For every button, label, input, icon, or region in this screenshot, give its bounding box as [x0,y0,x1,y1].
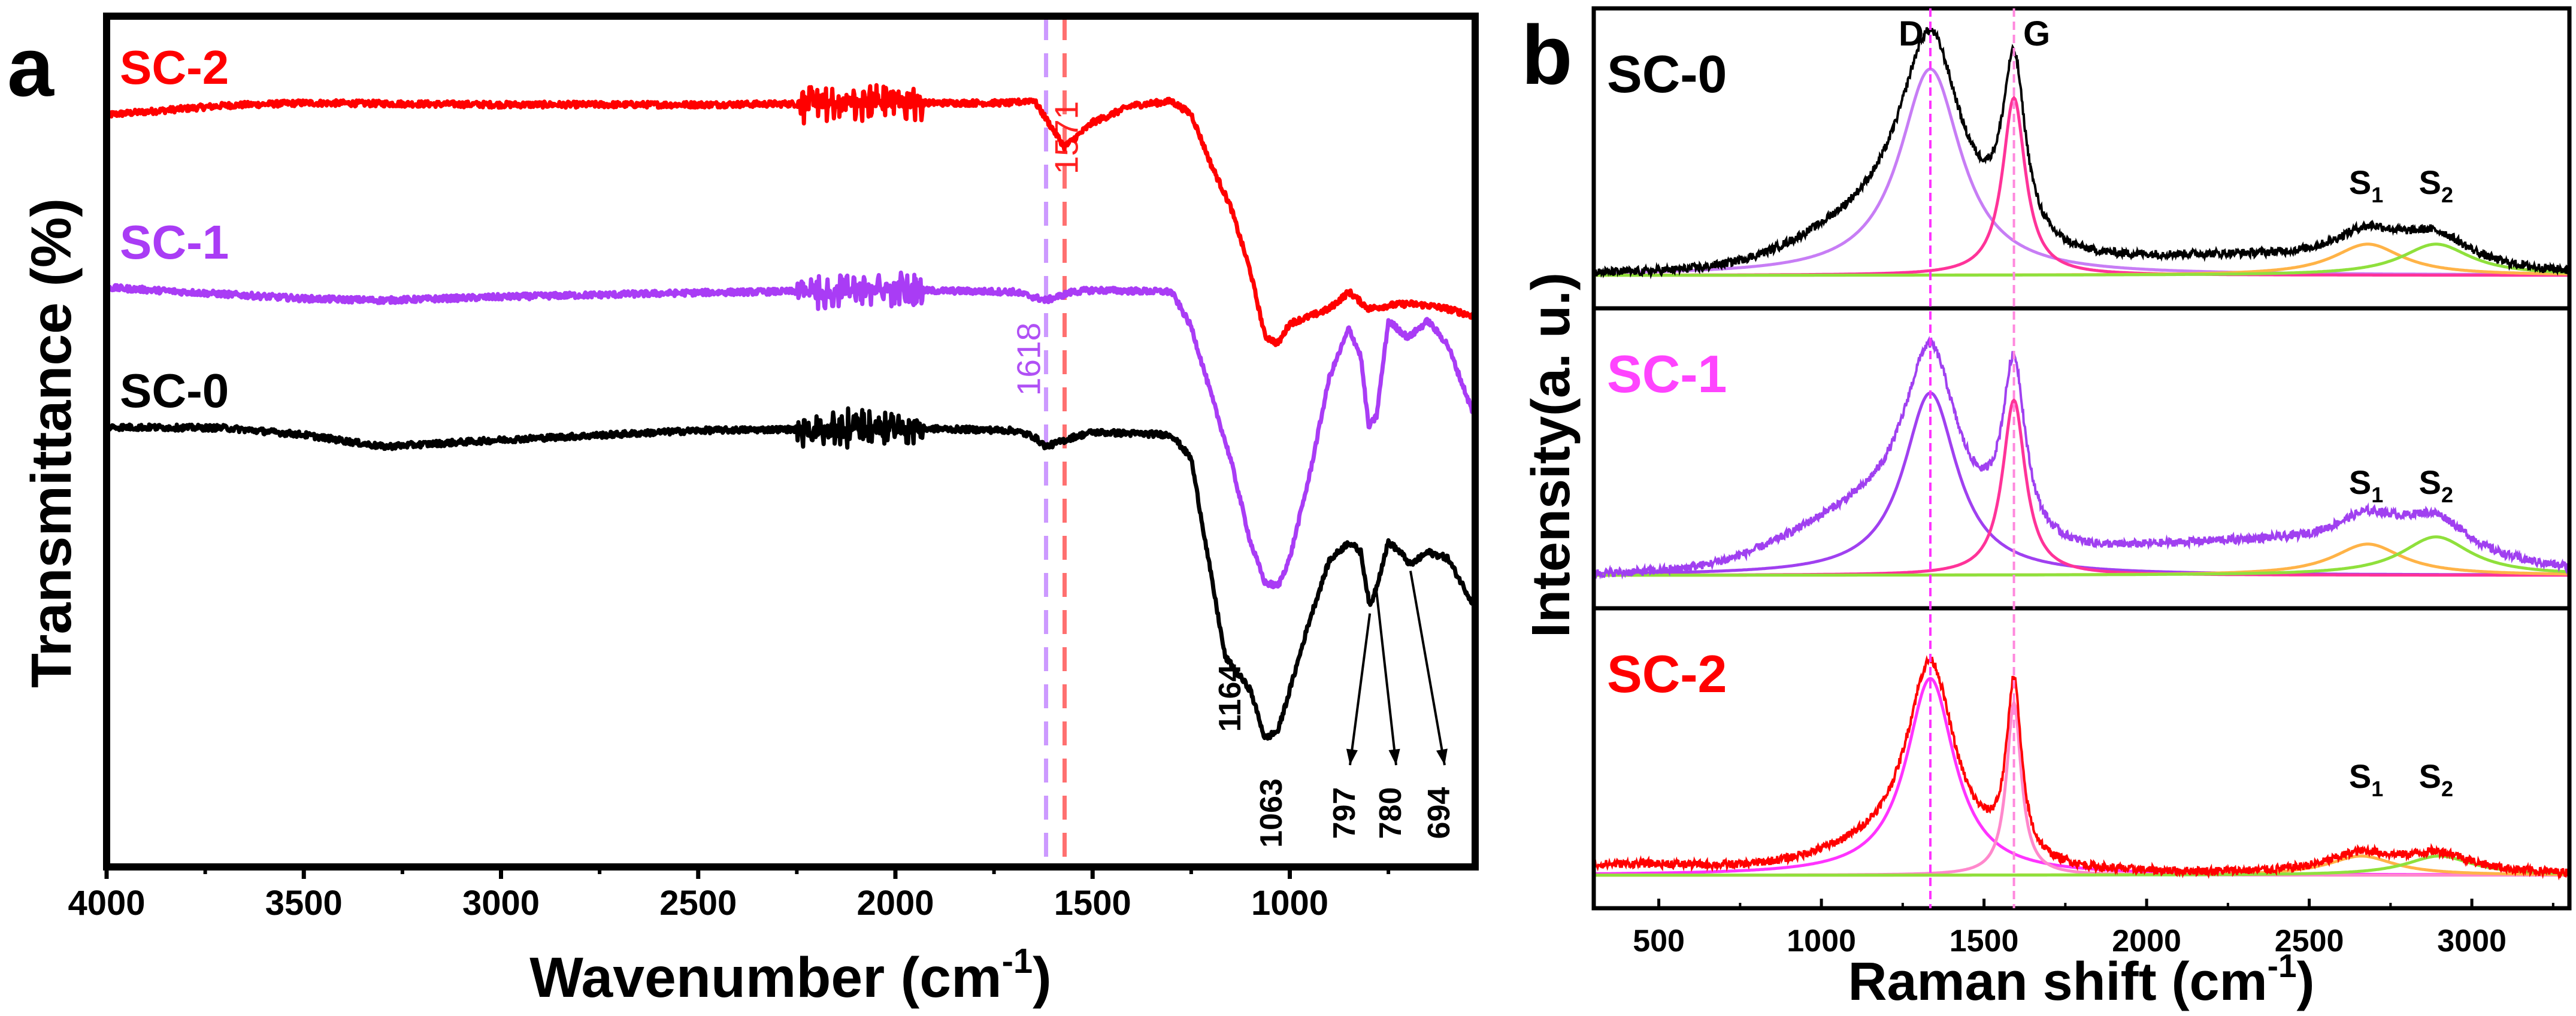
measured-spectrum-sc-1 [1593,335,2571,580]
panel-label-b: b [1521,8,1573,102]
band-label-s1: S1 [2349,757,2383,801]
y-axis-title-b: Intensity(a. u.) [1521,272,1581,638]
x-axis-title-b: Raman shift (cm-1) [1848,947,2314,1012]
x-tick-label-a-1000: 1000 [1251,884,1328,923]
series-label-sc-1: SC-1 [120,216,229,269]
band-label-s1-main: S [2349,163,2371,201]
x-tick-label-b-2500: 2500 [2275,924,2344,959]
band-label-s1-sub: 1 [2371,483,2383,507]
band-label-s2-main: S [2419,757,2441,795]
annotation-label-1164: 1164 [1213,665,1248,732]
series-line-sc-0 [104,406,1477,741]
panel-b-raman: b Intensity(a. u.) Raman shift (cm-1) SC… [1521,6,2572,1012]
fit-peak-s2 [1594,242,2570,277]
series-line-sc-2 [104,83,1477,347]
series-label-sc-0: SC-0 [120,364,229,417]
annotation-label-694: 694 [1422,787,1457,839]
band-label-s1-main: S [2349,463,2371,501]
series-label-sc-2: SC-2 [120,41,229,94]
raman-subpanel-sc-2: SC-2S1 S2 [1591,606,2572,911]
annotation-label-1063: 1063 [1254,778,1289,848]
x-axis-title-a-end: ) [1033,946,1052,1009]
band-label-s1-sub: 1 [2371,183,2383,207]
x-axis-title-b-sup: -1 [2268,947,2297,984]
band-label-s2: S2 [2419,163,2453,207]
measured-spectrum-sc-0 [1593,26,2571,280]
annotation-arrow-780 [1375,592,1397,766]
x-axis-title-a: Wavenumber (cm-1) [529,942,1052,1009]
band-label-d: D [1899,14,1924,53]
band-label-s2: S2 [2419,463,2453,507]
series-line-sc-1 [104,270,1478,590]
y-axis-title-a: Transmittance (%) [20,198,83,688]
fit-peak-s2 [1594,854,2569,877]
raman-subpanel-sc-0: SC-0S1 S2 [1591,6,2572,311]
x-tick-label-b-1500: 1500 [1950,924,2019,959]
band-label-g: G [2023,14,2050,53]
band-label-s2-main: S [2419,463,2441,501]
raman-subpanel-sc-1: SC-1S1 S2 [1591,306,2572,611]
band-label-s1-main: S [2349,757,2371,795]
sample-label-sc-0: SC-0 [1607,44,1727,104]
panel-a-ftir: a Transmittance (%) Wavenumber (cm-1) SC… [7,13,1479,1009]
annotation-arrowhead-797 [1346,748,1358,765]
fit-peak-s2 [1594,535,2570,577]
annotation-label-780: 780 [1373,787,1408,839]
band-label-s2-sub: 2 [2441,483,2453,507]
x-tick-label-a-2000: 2000 [856,884,934,923]
plot-frame-a [103,13,1479,871]
band-label-s1: S1 [2349,463,2383,507]
band-label-s2-sub: 2 [2441,777,2453,801]
x-tick-label-b-2000: 2000 [2112,924,2181,959]
panel-label-a: a [7,20,55,114]
reference-label-1571: 1571 [1048,101,1085,174]
band-label-s2: S2 [2419,757,2453,801]
sample-label-sc-2: SC-2 [1607,644,1727,703]
band-label-s1: S1 [2349,163,2383,207]
x-tick-label-b-3000: 3000 [2437,924,2507,959]
annotation-arrow-694 [1409,571,1446,766]
x-axis-title-a-main: Wavenumber (cm [529,946,1001,1009]
band-label-s1-sub: 1 [2371,777,2383,801]
x-axis-title-b-end: ) [2297,952,2315,1012]
x-tick-label-b-1000: 1000 [1787,924,1856,959]
band-label-s2-main: S [2419,163,2441,201]
band-label-s2-sub: 2 [2441,183,2453,207]
x-axis-title-b-main: Raman shift (cm [1848,952,2267,1012]
sample-label-sc-1: SC-1 [1607,344,1727,404]
x-tick-label-a-4000: 4000 [68,884,145,923]
reference-label-1618: 1618 [1010,323,1048,396]
x-tick-label-a-2500: 2500 [659,884,737,923]
x-tick-label-a-1500: 1500 [1054,884,1131,923]
x-axis-title-a-sup: -1 [1002,942,1033,981]
subpanel-frame-sc-2 [1591,606,2572,911]
annotation-label-797: 797 [1327,787,1362,839]
measured-spectrum-sc-2 [1593,655,2571,881]
annotation-arrowhead-694 [1436,748,1448,765]
x-tick-label-b-500: 500 [1633,924,1685,959]
annotation-arrowhead-780 [1388,748,1400,765]
annotation-arrow-797 [1349,613,1372,766]
x-tick-label-a-3500: 3500 [265,884,343,923]
x-tick-label-a-3000: 3000 [462,884,540,923]
